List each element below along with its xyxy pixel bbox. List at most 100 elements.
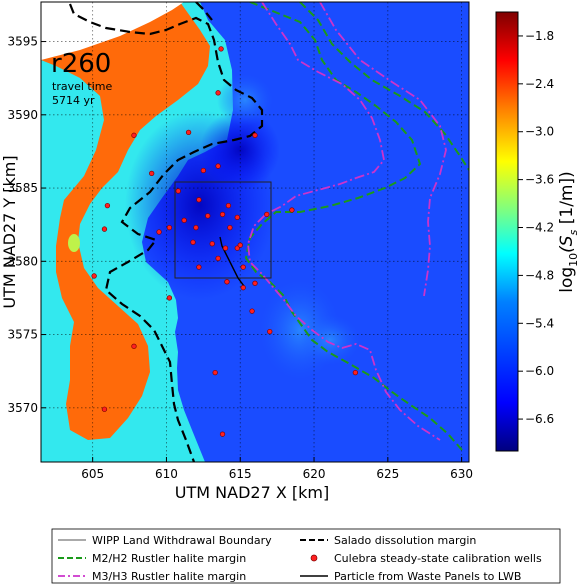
calibration-well-marker — [175, 188, 181, 194]
calibration-well-marker — [289, 207, 295, 213]
calibration-well-marker — [131, 343, 137, 349]
x-tick-label: 630 — [450, 467, 473, 481]
m3h3-halite-margin — [247, 2, 441, 441]
legend-item: M3/H3 Rustler halite margin — [58, 570, 246, 583]
calibration-well-marker — [352, 369, 359, 376]
legend-label: Particle from Waste Panels to LWB — [334, 570, 521, 583]
y-tick-label: 3590 — [7, 108, 38, 122]
calibration-well-marker — [218, 46, 224, 52]
calibration-well-marker — [219, 431, 226, 437]
calibration-well-marker — [91, 273, 97, 279]
x-axis-label: UTM NAD27 X [km] — [175, 483, 329, 502]
calibration-well-marker — [101, 406, 108, 412]
calibration-well-marker — [224, 279, 230, 285]
calibration-well-marker — [193, 224, 199, 231]
calibration-well-marker — [156, 229, 162, 235]
calibration-well-marker — [222, 245, 229, 251]
y-axis: 3570 3575 3580 3585 3590 3595 — [7, 35, 46, 415]
x-tick-label: 610 — [155, 467, 178, 481]
legend-label: M2/H2 Rustler halite margin — [92, 552, 246, 565]
legend-item: WIPP Land Withdrawal Boundary — [58, 534, 272, 547]
calibration-well-marker — [149, 170, 155, 177]
y-tick-label: 3580 — [7, 254, 38, 268]
legend-label: Salado dissolution margin — [334, 534, 476, 547]
plot-frame — [40, 1, 470, 463]
y-axis-label: UTM NAD27 Y [km] — [0, 155, 19, 308]
legend-swatch-dot — [310, 554, 318, 562]
legend-label: Culebra steady-state calibration wells — [334, 552, 542, 565]
calibration-well-marker — [267, 328, 273, 335]
y-tick-label: 3595 — [7, 35, 38, 49]
calibration-well-marker — [249, 308, 255, 314]
legend-item: Salado dissolution margin — [300, 534, 476, 547]
x-tick-label: 620 — [303, 467, 326, 481]
calibration-well-marker — [237, 242, 243, 248]
calibration-wells — [91, 46, 359, 437]
run-label: r260 — [51, 49, 111, 79]
legend-item: Culebra steady-state calibration wells — [310, 552, 542, 565]
calibration-well-marker — [252, 280, 258, 286]
no-data-region — [41, 2, 184, 60]
orange-zone — [41, 2, 210, 440]
colorbar-tick-label: −6.0 — [525, 364, 554, 378]
colorbar-tick-label: −4.2 — [525, 221, 554, 235]
salado-dissolution-margin — [68, 3, 264, 462]
calibration-well-marker — [215, 90, 221, 96]
x-tick-label: 605 — [81, 467, 104, 481]
travel-time-label: travel time — [52, 80, 112, 93]
calibration-well-marker — [225, 202, 232, 209]
colorbar-label: log10(Ss [1/m]) — [557, 171, 579, 293]
calibration-well-marker — [101, 226, 108, 232]
calibration-well-marker — [185, 129, 192, 136]
calibration-well-marker — [196, 264, 202, 270]
calibration-well-marker — [234, 214, 240, 221]
calibration-well-marker — [264, 211, 270, 218]
calibration-well-marker — [219, 211, 226, 218]
calibration-well-marker — [215, 255, 221, 262]
calibration-well-marker — [196, 197, 202, 203]
colorbar-tick-label: −4.8 — [525, 268, 554, 282]
wipp-land-withdrawal-boundary — [174, 181, 272, 279]
calibration-well-marker — [240, 285, 246, 291]
y-tick-label: 3575 — [7, 328, 38, 342]
colorbar: −1.8 −2.4 −3.0 −3.6 −4.2 −4.8 −5.4 −6.0 −6.6 log… — [495, 11, 579, 452]
calibration-well-marker — [240, 264, 246, 270]
travel-time-value: 5714 yr — [52, 94, 95, 107]
legend: WIPP Land Withdrawal Boundary Salado diss… — [51, 528, 561, 584]
calibration-well-marker — [209, 241, 215, 247]
colorbar-tick-label: −1.8 — [525, 29, 554, 43]
y-tick-label: 3585 — [7, 181, 38, 195]
calibration-well-marker — [104, 202, 111, 209]
legend-item: Particle from Waste Panels to LWB — [300, 570, 521, 583]
x-tick-label: 625 — [376, 467, 399, 481]
calibration-well-marker — [212, 369, 218, 376]
y-tick-label: 3570 — [7, 401, 38, 415]
calibration-well-marker — [181, 217, 187, 223]
calibration-well-marker — [252, 132, 258, 138]
colorbar-tick-label: −3.0 — [525, 125, 554, 139]
legend-label: WIPP Land Withdrawal Boundary — [92, 534, 272, 547]
calibration-well-marker — [215, 163, 221, 169]
colorbar-tick-label: −2.4 — [525, 77, 554, 91]
colorbar-tick-label: −3.6 — [525, 173, 554, 187]
legend-item: M2/H2 Rustler halite margin — [58, 552, 246, 565]
calibration-well-marker — [200, 167, 206, 174]
calibration-well-marker — [131, 132, 137, 138]
m2h2-halite-margin — [244, 2, 463, 451]
x-axis: 605 610 615 620 625 630 — [81, 457, 473, 481]
legend-label: M3/H3 Rustler halite margin — [92, 570, 246, 583]
colorbar-tick-label: −6.6 — [525, 412, 554, 426]
calibration-well-marker — [166, 295, 173, 301]
legend-box — [51, 528, 561, 584]
colorbar-tick-label: −5.4 — [525, 316, 554, 330]
yellow-patch — [68, 234, 80, 252]
calibration-well-marker — [166, 224, 173, 231]
calibration-well-marker — [190, 239, 196, 245]
colorbar-gradient — [495, 11, 519, 452]
map-plot-area: r260 travel time 5714 yr — [41, 2, 469, 462]
calibration-well-marker — [205, 213, 211, 219]
x-tick-label: 615 — [229, 467, 252, 481]
calibration-well-marker — [227, 224, 233, 231]
particle-track — [219, 236, 245, 287]
